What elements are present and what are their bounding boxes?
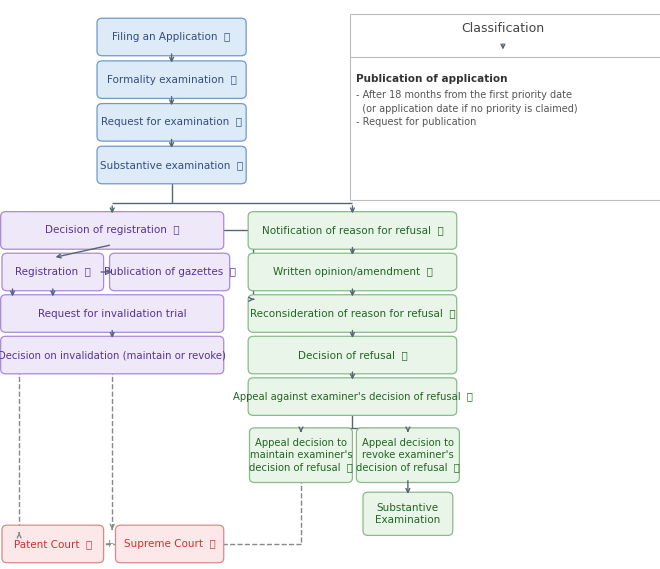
Text: Appeal against examiner's decision of refusal  ⛓: Appeal against examiner's decision of re… (232, 391, 473, 402)
Text: Decision of registration  ⛓: Decision of registration ⛓ (45, 225, 180, 236)
FancyBboxPatch shape (97, 104, 246, 141)
FancyBboxPatch shape (2, 253, 104, 291)
FancyBboxPatch shape (248, 336, 457, 374)
Text: Reconsideration of reason for refusal  ⛓: Reconsideration of reason for refusal ⛓ (249, 308, 455, 319)
FancyBboxPatch shape (248, 295, 457, 332)
FancyBboxPatch shape (249, 428, 352, 483)
Text: Notification of reason for refusal  ⛓: Notification of reason for refusal ⛓ (261, 225, 444, 236)
Text: - After 18 months from the first priority date: - After 18 months from the first priorit… (356, 90, 572, 100)
Text: Written opinion/amendment  ⛓: Written opinion/amendment ⛓ (273, 267, 432, 277)
FancyBboxPatch shape (356, 428, 459, 483)
Text: (or application date if no priority is claimed): (or application date if no priority is c… (356, 104, 578, 114)
FancyBboxPatch shape (97, 146, 246, 184)
FancyBboxPatch shape (1, 336, 224, 374)
FancyBboxPatch shape (248, 378, 457, 415)
FancyBboxPatch shape (2, 525, 104, 563)
Text: Decision of refusal  ⛓: Decision of refusal ⛓ (298, 350, 407, 360)
Text: Appeal decision to
revoke examiner's
decision of refusal  ⛓: Appeal decision to revoke examiner's dec… (356, 438, 460, 473)
FancyBboxPatch shape (115, 525, 224, 563)
Text: Patent Court  ⛓: Patent Court ⛓ (14, 539, 92, 549)
Text: +: + (105, 539, 114, 549)
FancyBboxPatch shape (97, 61, 246, 98)
Text: Classification: Classification (461, 22, 544, 35)
Text: Appeal decision to
maintain examiner's
decision of refusal  ⛓: Appeal decision to maintain examiner's d… (249, 438, 353, 473)
Text: - Request for publication: - Request for publication (356, 117, 477, 127)
Text: Substantive examination  ⛓: Substantive examination ⛓ (100, 160, 243, 170)
Text: Supreme Court  ⛓: Supreme Court ⛓ (123, 539, 216, 549)
Text: Request for examination  ⛓: Request for examination ⛓ (101, 117, 242, 127)
Text: Substantive
Examination: Substantive Examination (376, 502, 440, 525)
FancyBboxPatch shape (1, 295, 224, 332)
Text: Publication of application: Publication of application (356, 74, 508, 84)
Text: Registration  ⛓: Registration ⛓ (15, 267, 90, 277)
Text: Formality examination  ⛓: Formality examination ⛓ (107, 75, 236, 85)
FancyBboxPatch shape (248, 212, 457, 249)
Text: Publication of gazettes  ⛓: Publication of gazettes ⛓ (104, 267, 236, 277)
Text: Request for invalidation trial: Request for invalidation trial (38, 308, 187, 319)
FancyBboxPatch shape (110, 253, 230, 291)
FancyBboxPatch shape (248, 253, 457, 291)
FancyBboxPatch shape (363, 492, 453, 535)
FancyBboxPatch shape (97, 18, 246, 56)
FancyBboxPatch shape (1, 212, 224, 249)
Text: Decision on invalidation (maintain or revoke): Decision on invalidation (maintain or re… (0, 350, 226, 360)
Text: Filing an Application  ⛓: Filing an Application ⛓ (112, 32, 231, 42)
